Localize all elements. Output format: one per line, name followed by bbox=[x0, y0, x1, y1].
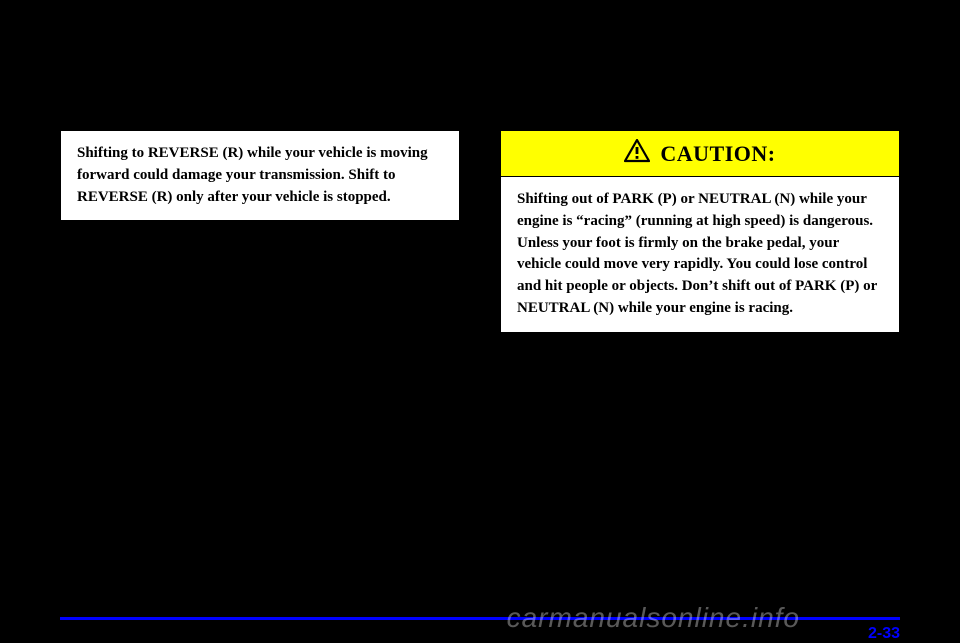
left-column: Shifting to REVERSE (R) while your vehic… bbox=[60, 130, 460, 600]
warning-triangle-icon bbox=[624, 139, 660, 168]
caution-header: CAUTION: bbox=[500, 130, 900, 176]
reverse-notice-text: Shifting to REVERSE (R) while your vehic… bbox=[77, 145, 428, 205]
page-container: Shifting to REVERSE (R) while your vehic… bbox=[0, 0, 960, 640]
right-column: CAUTION: Shifting out of PARK (P) or NEU… bbox=[500, 130, 900, 600]
watermark-text: carmanualsonline.info bbox=[507, 602, 800, 634]
page-number: 2-33 bbox=[868, 625, 900, 643]
caution-body: Shifting out of PARK (P) or NEUTRAL (N) … bbox=[500, 176, 900, 333]
reverse-notice-box: Shifting to REVERSE (R) while your vehic… bbox=[60, 130, 460, 221]
caution-title: CAUTION: bbox=[660, 141, 775, 167]
